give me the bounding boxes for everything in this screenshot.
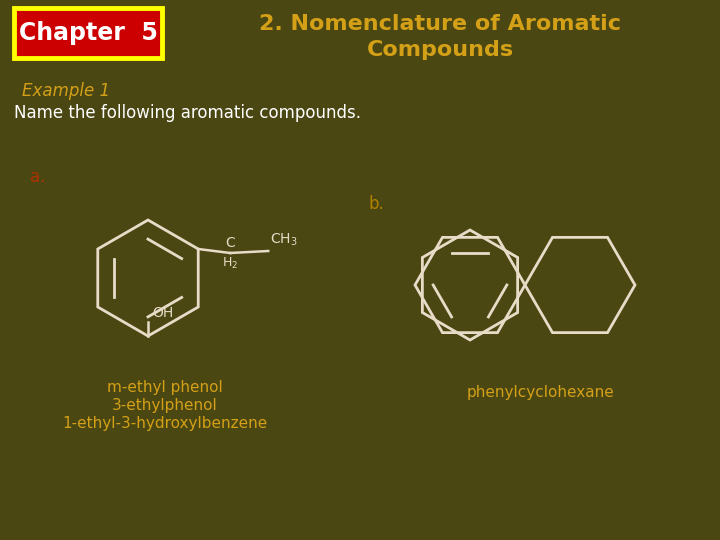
Text: H$_2$: H$_2$ — [222, 256, 238, 271]
Text: Chapter  5: Chapter 5 — [19, 21, 158, 45]
Text: a.: a. — [30, 168, 45, 186]
Text: m-ethyl phenol: m-ethyl phenol — [107, 380, 223, 395]
Text: OH: OH — [152, 306, 174, 320]
Text: C: C — [225, 236, 235, 250]
Text: Example 1: Example 1 — [22, 82, 110, 100]
Text: 3-ethylphenol: 3-ethylphenol — [112, 398, 218, 413]
Text: CH$_3$: CH$_3$ — [270, 232, 298, 248]
Text: b.: b. — [368, 195, 384, 213]
Text: Name the following aromatic compounds.: Name the following aromatic compounds. — [14, 104, 361, 122]
FancyBboxPatch shape — [14, 8, 162, 58]
Text: 2. Nomenclature of Aromatic
Compounds: 2. Nomenclature of Aromatic Compounds — [259, 14, 621, 60]
Text: 1-ethyl-3-hydroxylbenzene: 1-ethyl-3-hydroxylbenzene — [63, 416, 268, 431]
Text: phenylcyclohexane: phenylcyclohexane — [466, 385, 614, 400]
